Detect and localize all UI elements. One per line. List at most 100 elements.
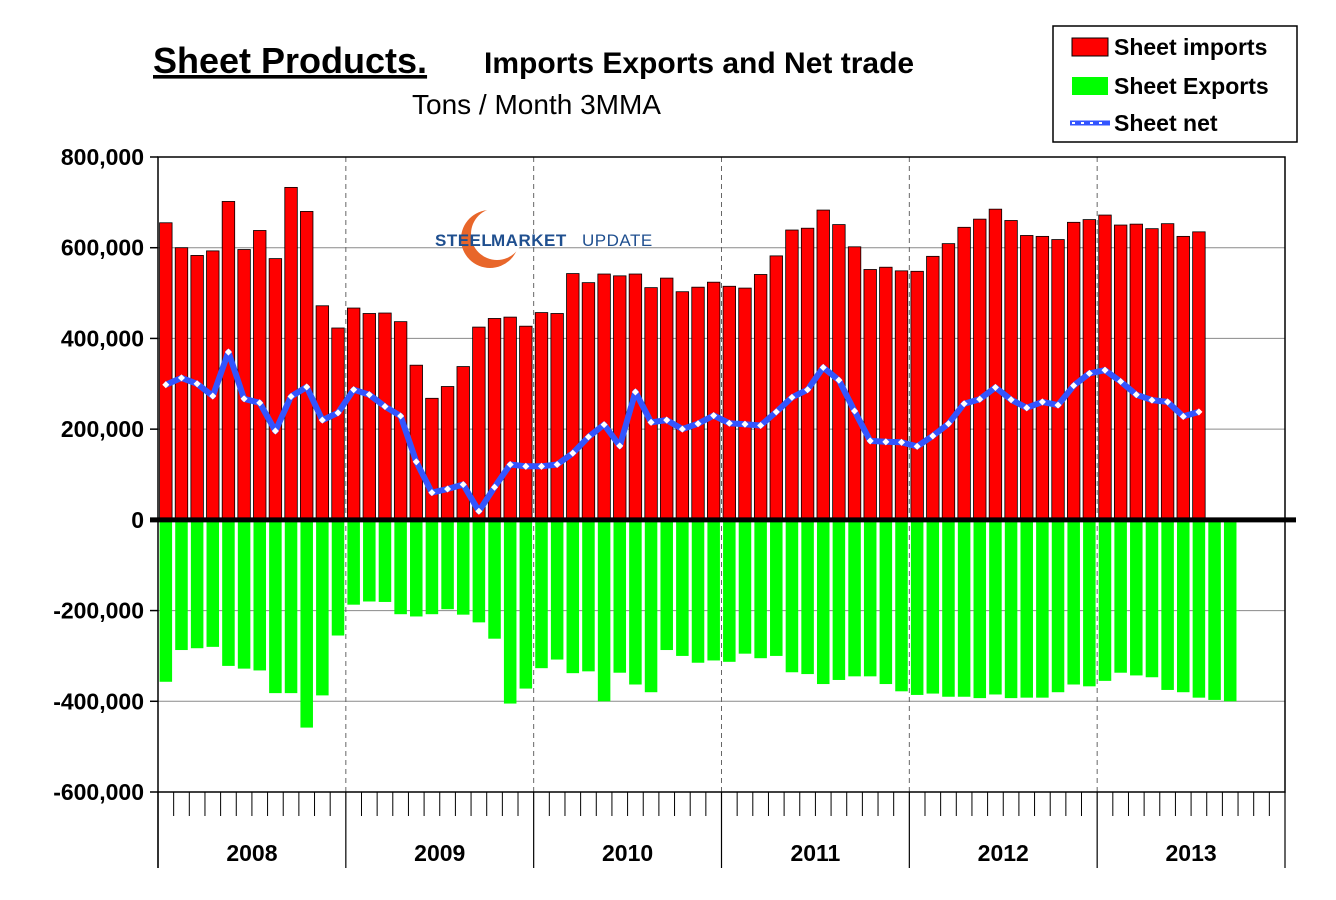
import-bar <box>519 325 533 521</box>
net-point <box>522 462 530 470</box>
export-bar <box>989 519 1002 695</box>
net-point <box>757 421 765 430</box>
net-point <box>772 408 780 416</box>
export-bar <box>723 519 736 662</box>
export-bar <box>770 519 783 656</box>
export-bar <box>425 519 439 615</box>
net-point <box>209 392 217 400</box>
export-bar <box>738 519 752 654</box>
net-line <box>162 348 1203 515</box>
import-bar <box>534 312 549 521</box>
net-point <box>741 420 749 428</box>
y-tick-label: 0 <box>131 507 144 533</box>
import-bar <box>503 316 517 521</box>
net-point <box>663 416 671 424</box>
import-bar <box>847 246 862 521</box>
net-point <box>224 348 232 356</box>
import-bar <box>378 312 392 521</box>
export-bar <box>1145 519 1159 678</box>
export-bar <box>942 519 955 697</box>
export-bar <box>503 519 517 704</box>
net-point <box>537 462 546 470</box>
export-bar <box>159 519 173 682</box>
export-bar <box>613 519 627 673</box>
net-point <box>647 418 655 426</box>
net-point <box>960 400 968 408</box>
logo-word-steel: STEEL <box>435 231 492 250</box>
export-bar <box>644 519 658 693</box>
export-bar <box>488 519 501 639</box>
net-point <box>287 392 295 401</box>
net-point <box>788 393 796 401</box>
import-bar <box>440 386 455 521</box>
export-bar <box>1083 519 1096 687</box>
net-point <box>193 380 201 388</box>
export-bar <box>801 519 814 675</box>
import-bar <box>268 258 283 521</box>
export-bar <box>676 519 689 656</box>
import-bar <box>566 273 580 521</box>
export-bar <box>691 519 705 663</box>
logo-word-market: MARKET <box>491 231 567 250</box>
export-bar <box>895 519 908 692</box>
import-bar <box>753 274 768 521</box>
chart-subtitle: Tons / Month 3MMA <box>412 89 661 120</box>
export-bar <box>816 519 830 685</box>
logo-word-update: UPDATE <box>582 231 653 250</box>
net-point <box>1007 396 1015 404</box>
export-bar <box>519 519 533 689</box>
export-bar <box>910 519 924 695</box>
net-point <box>490 483 499 491</box>
net-point <box>381 402 389 410</box>
net-point <box>694 420 702 428</box>
import-bars <box>159 186 1206 521</box>
export-bar <box>175 519 188 651</box>
import-bar <box>1020 235 1034 521</box>
export-bar <box>754 519 767 659</box>
y-tick-labels: 800,000 600,000 400,000 200,000 0 -200,000 -40… <box>53 144 158 805</box>
export-bar <box>456 519 470 615</box>
import-bar <box>174 247 189 521</box>
import-bar <box>957 226 971 521</box>
y-tick-label: -200,000 <box>53 598 144 624</box>
import-bar <box>879 266 893 521</box>
x-year-label: 2013 <box>1165 840 1216 866</box>
x-year-label: 2011 <box>790 840 840 866</box>
export-bar <box>785 519 799 673</box>
net-point <box>397 412 405 420</box>
import-bar <box>1176 235 1190 521</box>
net-point <box>177 374 186 382</box>
export-bar <box>269 519 282 694</box>
net-point <box>428 489 436 497</box>
export-bar <box>1004 519 1018 699</box>
net-point <box>678 425 686 433</box>
export-bar <box>441 519 454 610</box>
import-bar <box>863 269 877 521</box>
y-tick-label: 600,000 <box>61 235 144 261</box>
net-point <box>944 420 953 428</box>
export-bar <box>237 519 251 669</box>
net-point <box>866 437 874 445</box>
net-point <box>318 416 326 424</box>
import-bar <box>785 229 799 521</box>
import-bar <box>832 224 846 521</box>
import-bar <box>769 255 783 521</box>
export-bar <box>1067 519 1080 685</box>
chart-title-rest: Imports Exports and Net trade <box>484 47 914 80</box>
import-bar <box>988 208 1003 521</box>
export-bar <box>316 519 329 696</box>
export-bar <box>1161 519 1174 690</box>
import-bar <box>159 222 173 521</box>
y-tick-label: -400,000 <box>53 688 144 714</box>
export-bar <box>660 519 673 651</box>
import-bar <box>346 307 361 521</box>
legend-swatch-exports <box>1072 77 1108 95</box>
export-bar <box>410 519 423 617</box>
net-point <box>929 432 937 440</box>
net-point <box>600 421 608 429</box>
export-bar <box>926 519 940 694</box>
export-bar <box>300 519 313 728</box>
import-bar <box>894 270 909 521</box>
import-bar <box>644 287 658 521</box>
